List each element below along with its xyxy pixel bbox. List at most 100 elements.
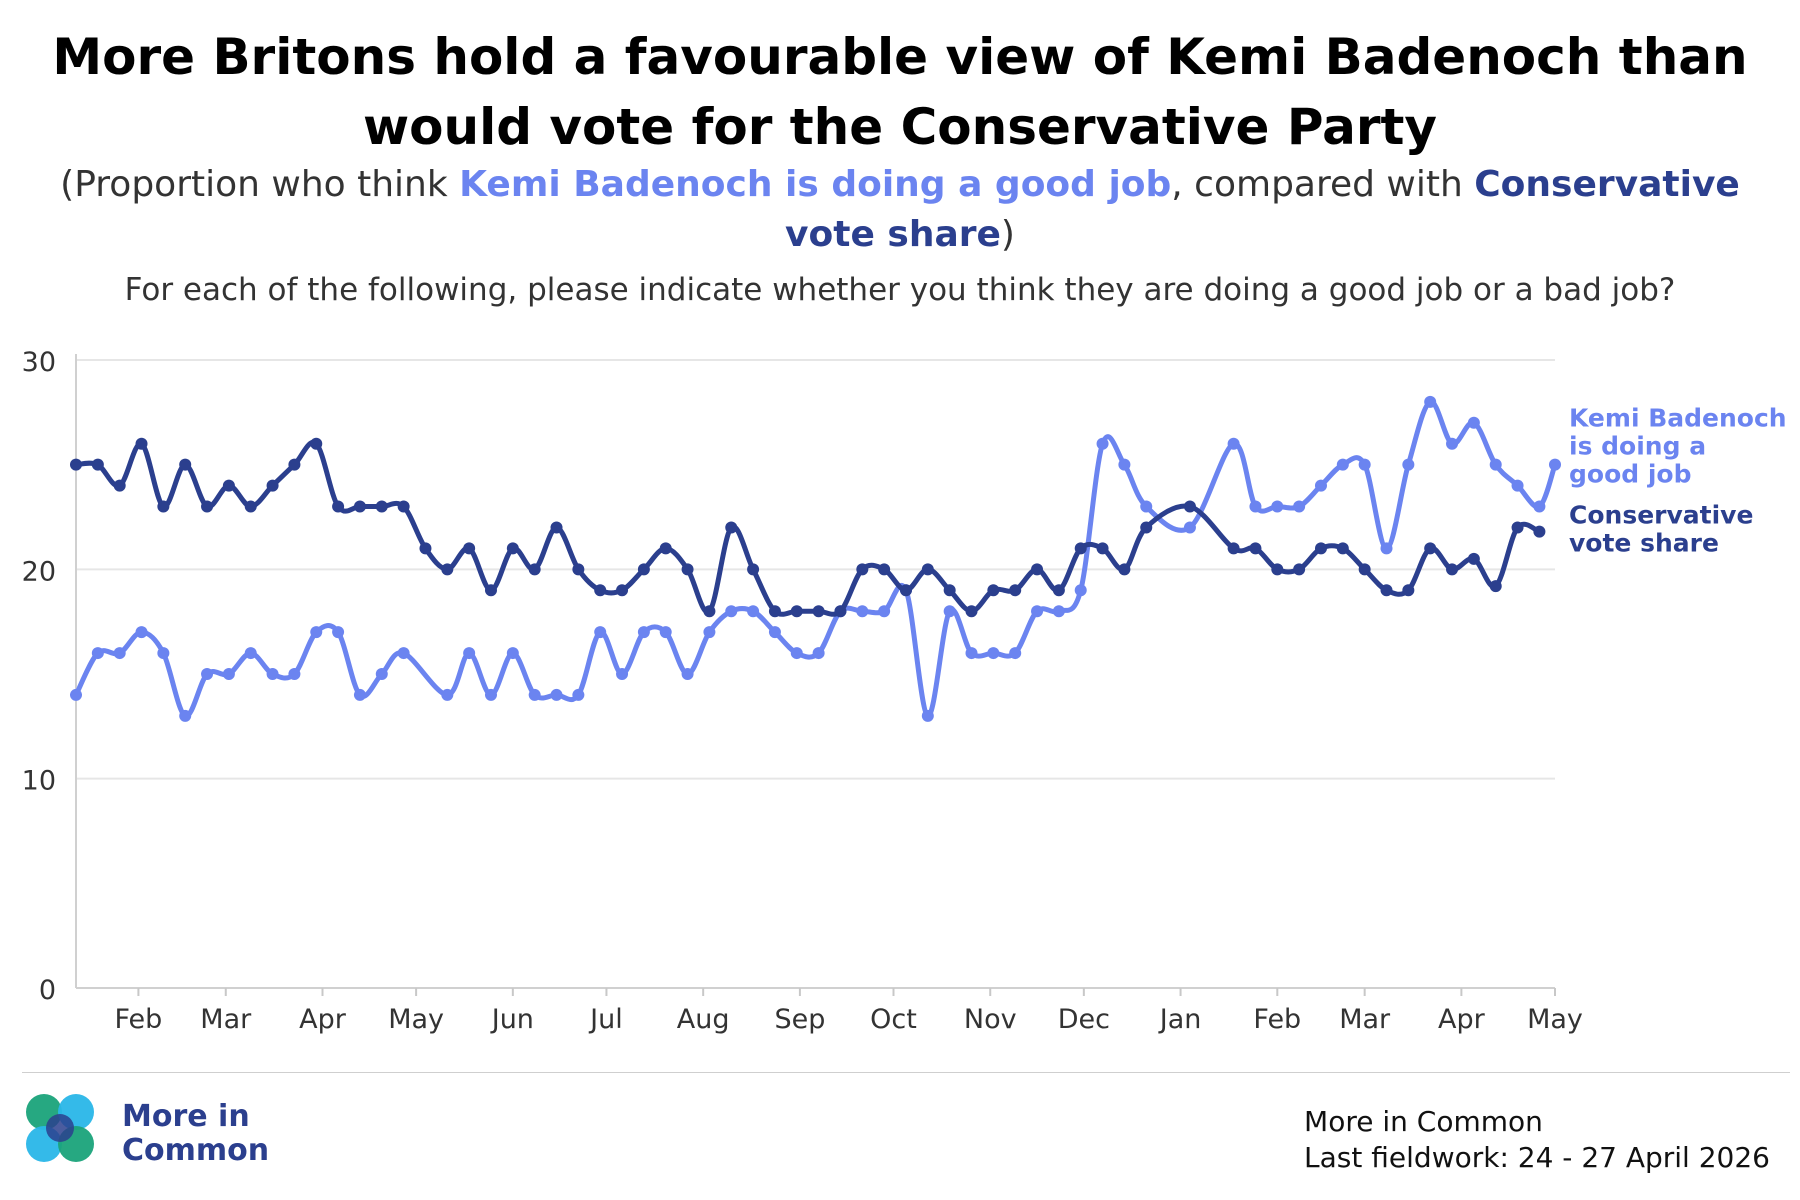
data-point-badenoch [310,626,323,639]
subtitle-conservative-highlight: Conservative vote share [785,164,1740,255]
series-label-line: is doing a [1569,432,1706,461]
data-point-conservative [1293,563,1306,576]
data-point-badenoch [1074,584,1087,597]
data-point-conservative [1380,584,1393,597]
data-point-badenoch [1096,437,1109,450]
data-point-conservative [179,458,192,471]
data-point-conservative [1009,584,1022,597]
data-point-badenoch [397,647,410,660]
data-point-badenoch [856,605,869,618]
data-point-conservative [659,542,672,555]
data-point-badenoch [637,626,650,639]
data-point-badenoch [1380,542,1393,555]
x-tick-label: Apr [1438,1004,1486,1035]
data-point-badenoch [1402,458,1415,471]
data-point-badenoch [1314,479,1327,492]
x-tick-label: Apr [299,1004,347,1035]
more-in-common-logo [26,1094,94,1162]
data-point-conservative [1227,542,1240,555]
data-point-badenoch [1118,458,1131,471]
data-point-conservative [70,458,82,471]
series-label-badenoch: Kemi Badenoch is doing a good job [1569,404,1787,489]
data-point-badenoch [1140,500,1153,513]
x-tick-label: Jun [490,1004,534,1035]
data-point-badenoch [222,668,235,680]
data-point-badenoch [987,647,1000,660]
data-point-badenoch [921,709,934,722]
data-point-badenoch [1293,500,1306,513]
x-tick-label: Jan [1158,1004,1202,1035]
data-point-badenoch [1249,500,1262,513]
data-point-badenoch [441,688,454,701]
y-tick-label: 0 [39,975,56,1006]
data-point-badenoch [812,647,825,660]
data-point-badenoch [768,626,781,639]
data-point-badenoch [1467,416,1480,429]
x-tick-label: May [1527,1004,1583,1035]
data-point-conservative [1358,563,1371,576]
line-chart: 0 10 20 30 Feb Mar Apr May Jun Jul Aug Sep Oct Nov De… [22,347,1787,1035]
data-point-badenoch [790,647,803,660]
y-tick-label: 20 [22,556,56,587]
x-tick-label: Feb [114,1004,162,1035]
data-point-conservative [834,605,847,618]
data-point-badenoch [135,626,148,639]
data-point-conservative [703,605,716,618]
brand-name: More in Common [122,1099,270,1168]
data-point-badenoch [1271,500,1284,513]
series-line-badenoch [73,399,1558,719]
data-point-conservative [856,563,869,576]
data-point-conservative [484,584,497,597]
data-point-badenoch [681,668,694,680]
footer-divider [22,1072,1790,1073]
data-point-conservative [1467,552,1480,565]
data-point-conservative [550,521,563,534]
data-point-conservative [91,458,104,471]
data-point-badenoch [353,688,366,701]
data-point-badenoch [943,605,956,618]
data-point-conservative [812,605,825,618]
data-point-conservative [572,563,585,576]
data-point-conservative [921,563,934,576]
data-point-badenoch [375,668,388,680]
data-point-conservative [1096,542,1109,555]
data-point-conservative [790,605,803,618]
data-point-conservative [222,479,235,492]
data-point-conservative [594,584,607,597]
data-point-conservative [943,584,956,597]
subtitle-suffix: ) [1000,214,1015,255]
data-point-badenoch [1511,479,1524,492]
fieldwork-note: Last fieldwork: 24 - 27 April 2026 [1304,1141,1770,1174]
data-point-conservative [1140,521,1153,534]
data-point-conservative [1446,563,1459,576]
series-label-line: Kemi Badenoch [1569,404,1787,433]
data-point-conservative [747,563,760,576]
data-point-badenoch [1358,458,1371,471]
data-point-conservative [1052,584,1065,597]
data-point-badenoch [550,688,563,701]
data-point-conservative [1336,542,1349,555]
data-point-conservative [397,500,410,513]
data-point-badenoch [201,668,214,680]
data-point-badenoch [1183,521,1196,534]
data-point-conservative [637,563,650,576]
data-point-conservative [1271,563,1284,576]
series-label-line: good job [1569,460,1692,489]
x-tick-label: Nov [964,1004,1017,1035]
x-tick-label: Sep [774,1004,825,1035]
data-point-badenoch [725,605,738,618]
x-tick-label: Mar [1339,1004,1391,1035]
data-point-badenoch [288,668,301,680]
data-point-badenoch [157,647,170,660]
data-point-conservative [244,500,257,513]
chart-series [70,395,1561,722]
data-point-badenoch [1549,458,1561,471]
data-point-badenoch [484,688,497,701]
subtitle-badenoch-highlight: Kemi Badenoch is doing a good job [459,164,1172,205]
data-point-badenoch [878,605,891,618]
chart-subtitle: (Proportion who think Kemi Badenoch is d… [20,160,1780,260]
data-point-conservative [899,584,912,597]
data-point-badenoch [1031,605,1044,618]
x-tick-label: Aug [677,1004,730,1035]
data-point-badenoch [747,605,760,618]
